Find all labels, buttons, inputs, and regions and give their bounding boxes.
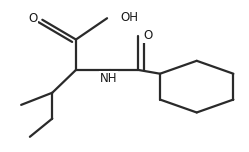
Text: OH: OH — [121, 11, 139, 24]
Text: NH: NH — [100, 72, 117, 85]
Text: O: O — [28, 12, 38, 26]
Text: O: O — [143, 29, 152, 42]
